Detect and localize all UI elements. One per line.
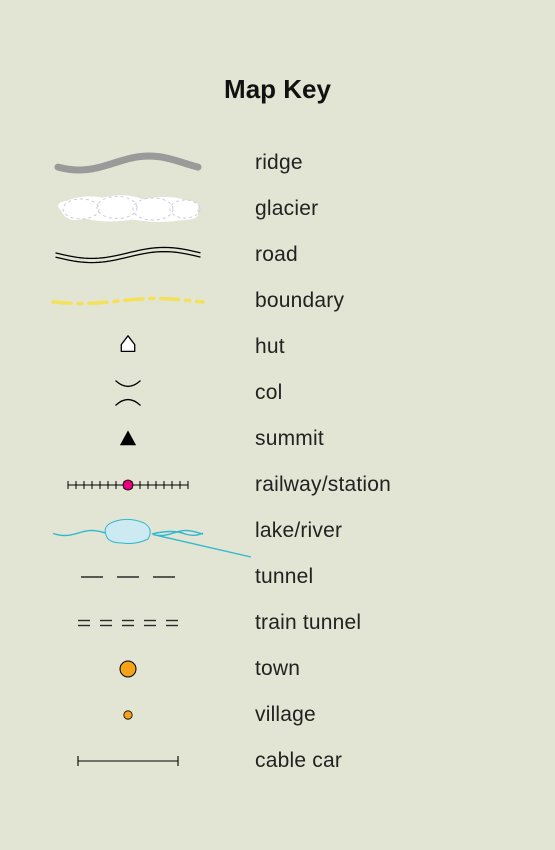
village-icon <box>0 693 255 737</box>
train-tunnel-icon <box>0 601 255 645</box>
legend-label: summit <box>255 427 324 451</box>
glacier-icon <box>0 187 255 231</box>
cablecar-icon <box>0 739 255 783</box>
legend-table: ridge glacier road boundary hut col summit rail… <box>0 140 555 784</box>
legend-row-railway: railway/station <box>0 462 555 508</box>
legend-label: road <box>255 243 298 267</box>
legend-label: lake/river <box>255 519 342 543</box>
legend-label: village <box>255 703 316 727</box>
legend-label: boundary <box>255 289 344 313</box>
map-key-legend: Map Key ridge glacier road boundary hut col su… <box>0 0 555 850</box>
tunnel-icon <box>0 555 255 599</box>
legend-label: tunnel <box>255 565 313 589</box>
legend-label: glacier <box>255 197 318 221</box>
page-title: Map Key <box>0 74 555 105</box>
legend-row-train-tunnel: train tunnel <box>0 600 555 646</box>
railway-icon <box>0 463 255 507</box>
legend-row-tunnel: tunnel <box>0 554 555 600</box>
legend-label: railway/station <box>255 473 391 497</box>
road-icon <box>0 233 255 277</box>
col-icon <box>0 371 255 415</box>
hut-icon <box>0 325 255 369</box>
legend-row-glacier: glacier <box>0 186 555 232</box>
legend-row-hut: hut <box>0 324 555 370</box>
legend-row-summit: summit <box>0 416 555 462</box>
legend-label: train tunnel <box>255 611 361 635</box>
summit-icon <box>0 417 255 461</box>
town-icon <box>0 647 255 691</box>
legend-label: hut <box>255 335 285 359</box>
legend-row-village: village <box>0 692 555 738</box>
legend-label: col <box>255 381 282 405</box>
legend-row-town: town <box>0 646 555 692</box>
legend-label: town <box>255 657 300 681</box>
ridge-icon <box>0 141 255 185</box>
legend-label: ridge <box>255 151 303 175</box>
legend-label: cable car <box>255 749 342 773</box>
legend-row-col: col <box>0 370 555 416</box>
legend-row-ridge: ridge <box>0 140 555 186</box>
legend-row-boundary: boundary <box>0 278 555 324</box>
lake-icon <box>0 509 255 553</box>
legend-row-lake: lake/river <box>0 508 555 554</box>
legend-row-road: road <box>0 232 555 278</box>
legend-row-cablecar: cable car <box>0 738 555 784</box>
boundary-icon <box>0 279 255 323</box>
